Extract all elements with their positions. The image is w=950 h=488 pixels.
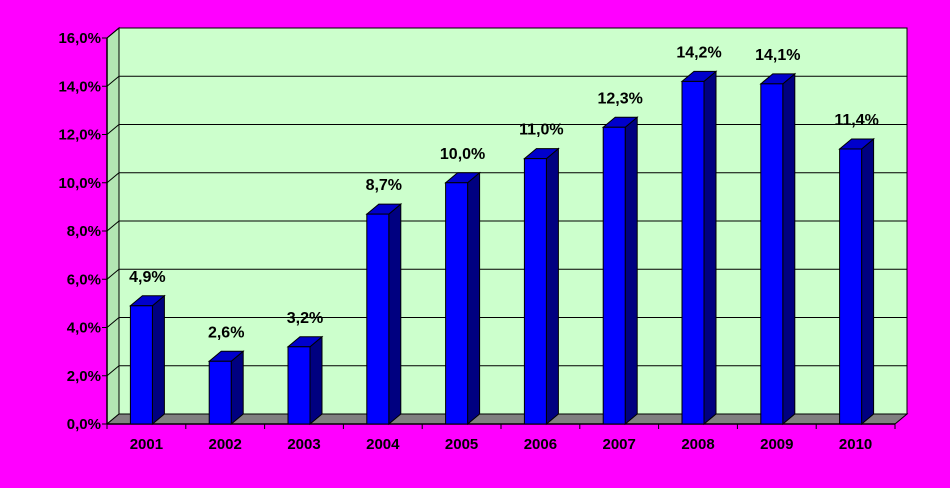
gridline-side [106,172,120,184]
bar-front [129,305,153,425]
y-tick-label: 6,0% [67,271,101,288]
bar-front [445,182,469,425]
x-tick-label: 2007 [603,436,636,453]
y-tick-label: 8,0% [67,223,101,240]
y-tick-label: 14,0% [58,78,101,95]
data-label: 10,0% [440,146,485,163]
x-tick-label: 2003 [287,436,320,453]
bar [444,171,481,426]
bar-side [309,335,323,426]
bar-front [760,83,784,425]
x-tick-label: 2010 [839,436,872,453]
bar [523,147,560,426]
gridline-side [106,268,120,280]
x-tick-label: 2001 [130,436,163,453]
data-label: 14,1% [755,47,800,64]
bar-side [861,137,875,426]
data-label: 11,4% [834,112,878,129]
bar-side [230,350,244,426]
bar [759,72,797,426]
bar [207,350,245,426]
bar-side [545,147,559,426]
bar-front [287,346,311,425]
x-tick-label: 2002 [209,436,242,453]
data-label: 11,0% [519,122,563,139]
bar-front [839,148,863,425]
x-tick-label: 2008 [681,436,714,453]
bar-side [151,294,165,426]
bar [129,294,166,426]
bar-front [366,213,390,425]
y-tick-label: 2,0% [67,368,101,385]
bar-front [208,360,232,425]
x-tick-label: 2006 [524,436,557,453]
x-tick-label: 2005 [445,436,478,453]
gridline-side [106,75,120,87]
gridline-side [106,317,120,328]
y-tick-label: 0,0% [67,416,101,433]
y-tick-label: 12,0% [58,127,101,144]
x-tick-label: 2004 [366,436,400,453]
bar-side [703,70,717,426]
bar-side [624,116,638,426]
gridline-side [106,27,120,39]
gridline-side [106,220,120,232]
bar-side [388,203,402,426]
bar-series [129,70,875,426]
bar [286,335,324,426]
axes: 0,0% 2,0% 4,0% 6,0% 8,0% 10,0% 12,0% 14,0% 16,0%… [58,30,896,453]
data-label: 12,3% [598,90,643,107]
bar [601,116,639,426]
labels: 4,9% 2,6% 3,2% 8,7% 10,0% 11,0% 12,3% 14,2% 14,1… [129,44,879,341]
data-label: 2,6% [208,324,244,341]
data-label: 8,7% [366,177,402,194]
gridline-side [106,365,120,377]
bar-front [523,158,547,425]
data-label: 3,2% [287,310,323,327]
data-label: 4,9% [129,269,165,286]
bar [365,203,403,426]
y-tick-label: 16,0% [58,30,101,47]
bar-front [602,126,626,425]
bar-side [467,171,481,426]
y-tick-label: 4,0% [67,320,101,337]
bar-side [782,72,796,426]
bar [680,70,718,426]
y-tick-label: 10,0% [58,175,101,192]
data-label: 14,2% [676,44,721,61]
gridline-side [106,124,120,135]
x-tick-label: 2009 [760,436,793,453]
bar-front [681,80,705,425]
bar [838,137,875,426]
